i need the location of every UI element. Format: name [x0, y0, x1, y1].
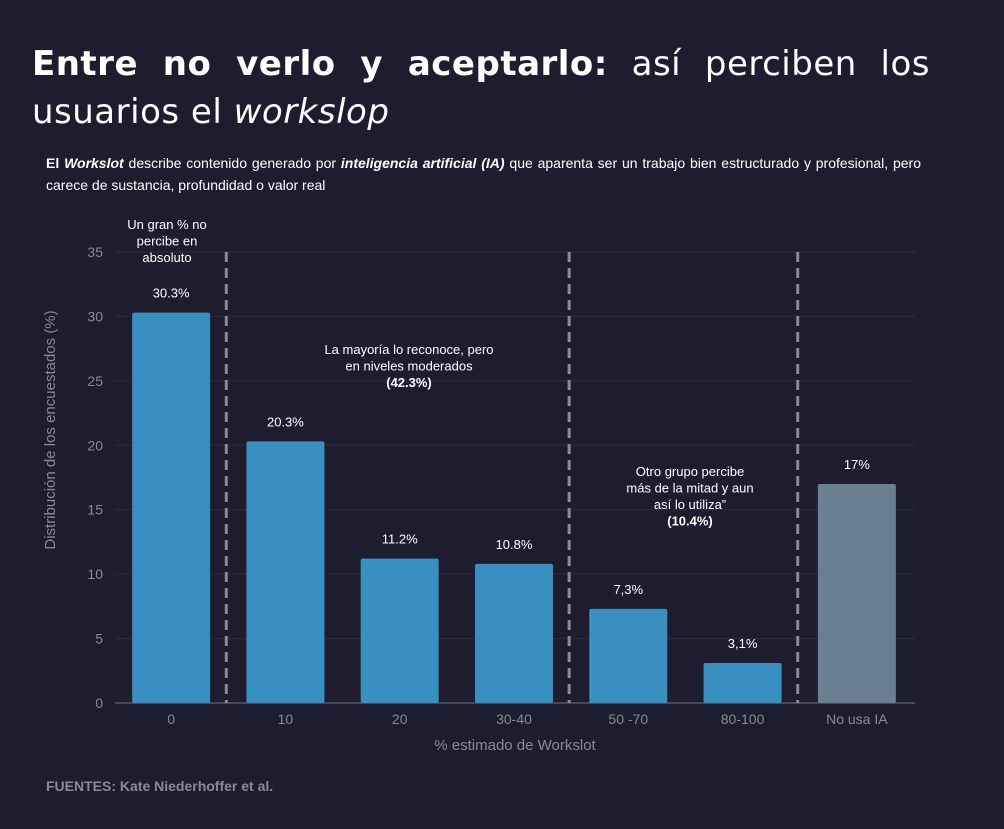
- bar: [817, 483, 896, 703]
- data-label: 30.3%: [153, 286, 190, 301]
- x-axis-title: % estimado de Workslot: [434, 737, 596, 754]
- data-label: 7,3%: [613, 582, 643, 597]
- bar: [246, 441, 325, 703]
- y-tick-label: 25: [87, 373, 103, 389]
- x-tick-label: No usa IA: [826, 711, 888, 727]
- title-bold: Entre no verlo y aceptarlo:: [32, 44, 608, 84]
- annotation-line: así lo utiliza”: [654, 497, 726, 512]
- bar: [360, 558, 439, 703]
- x-tick-label: 30-40: [496, 711, 532, 727]
- annotation-line: Otro grupo percibe: [636, 464, 744, 479]
- bar: [589, 608, 668, 703]
- y-tick-label: 30: [87, 308, 103, 324]
- sub-3: describe contenido generado por: [123, 155, 341, 171]
- x-tick-label: 10: [278, 711, 294, 727]
- annotation-line: absoluto: [142, 250, 191, 265]
- x-tick-label: 80-100: [721, 711, 765, 727]
- data-label: 17%: [844, 457, 870, 472]
- annotation-line: La mayoría lo reconoce, pero: [324, 342, 493, 357]
- sub-1: El: [46, 155, 65, 171]
- data-label: 11.2%: [382, 532, 418, 547]
- data-label: 20.3%: [267, 414, 304, 429]
- sub-2: Workslot: [64, 155, 124, 171]
- y-tick-label: 20: [87, 437, 103, 453]
- annotation-line: en niveles moderados: [345, 359, 473, 374]
- annotation-line: más de la mitad y aun: [626, 481, 753, 496]
- source-note: FUENTES: Kate Niederhoffer et al.: [46, 778, 274, 794]
- title-regular: así perciben los usuarios el: [32, 44, 930, 132]
- y-tick-label: 5: [95, 631, 103, 647]
- subtitle: El Workslot describe contenido generado …: [46, 152, 921, 196]
- x-tick-label: 50 -70: [608, 711, 648, 727]
- annotation-line: percibe en: [137, 234, 198, 249]
- y-tick-label: 35: [87, 244, 103, 260]
- bar: [703, 663, 782, 703]
- data-label: 3,1%: [728, 636, 758, 651]
- x-tick-label: 0: [167, 711, 175, 727]
- sub-5: que aparenta ser un trabajo bien estruct…: [46, 155, 921, 193]
- y-tick-label: 15: [87, 502, 103, 518]
- y-axis-title: Distribución de los encuestados (%): [42, 310, 59, 549]
- data-label: 10.8%: [496, 537, 533, 552]
- page-title: Entre no verlo y aceptarlo: así perciben…: [32, 40, 930, 136]
- y-tick-label: 10: [87, 566, 103, 582]
- bar: [475, 563, 553, 703]
- bar: [132, 312, 211, 703]
- annotation-bold: (10.4%): [667, 514, 713, 529]
- y-tick-label: 0: [95, 695, 103, 711]
- sub-4: inteligencia artificial (IA): [340, 155, 505, 171]
- annotation-bold: (42.3%): [386, 375, 432, 390]
- title-italic: workslop: [233, 92, 390, 132]
- x-tick-label: 20: [392, 711, 408, 727]
- annotation-line: Un gran % no: [127, 217, 207, 232]
